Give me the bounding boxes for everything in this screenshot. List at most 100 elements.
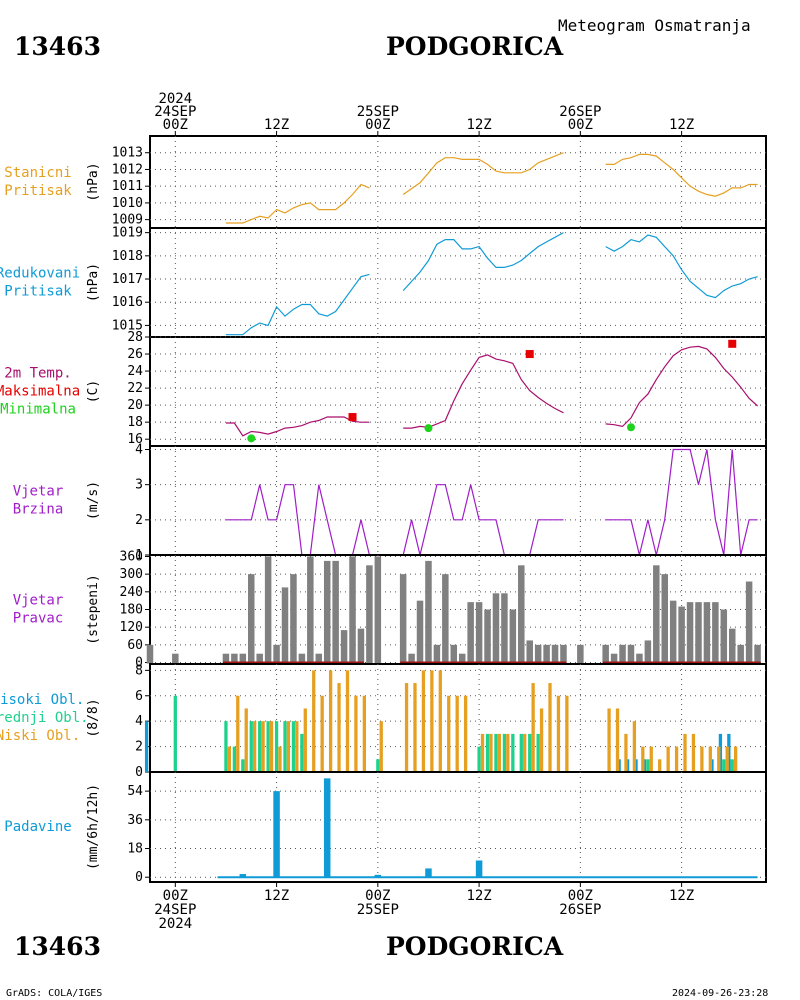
panel-label: Niski Obl.: [0, 728, 80, 744]
cloud-bar-low: [725, 746, 729, 772]
series-line: [225, 484, 370, 556]
x-time-label: 00Z: [365, 117, 390, 133]
cloud-bar-low: [463, 695, 468, 772]
cloud-bar-low: [421, 670, 426, 772]
chart-subtitle: Meteogram Osmatranja: [558, 16, 751, 35]
tmin-marker: [626, 423, 635, 432]
wind-direction-bar: [366, 565, 373, 664]
wind-direction-bar: [526, 640, 533, 664]
cloud-bar-low: [480, 733, 485, 772]
cloud-bar-mid: [241, 759, 245, 772]
series-line: [605, 153, 758, 197]
y-tick-label: 2: [135, 740, 143, 755]
cloud-bar-low: [497, 733, 502, 772]
panel-label: Stanicni: [4, 165, 71, 181]
cloud-bar-mid: [173, 695, 177, 772]
wind-direction-bar: [602, 644, 609, 664]
cloud-bar-mid: [258, 721, 262, 772]
station-id-bottom: 13463: [14, 932, 101, 961]
y-axis-unit: (hPa): [86, 263, 101, 302]
wind-direction-bar: [644, 640, 652, 664]
series-line: [225, 416, 370, 437]
wind-direction-bar: [332, 560, 339, 664]
wind-direction-bar: [518, 565, 525, 664]
y-tick-label: 240: [120, 585, 143, 600]
y-tick-label: 20: [127, 398, 143, 413]
station-name-bottom: PODGORICA: [386, 932, 564, 961]
precip-bar: [273, 791, 280, 878]
cloud-bar-mid: [494, 733, 498, 772]
cloud-bar-low: [295, 721, 299, 772]
y-axis-unit: (stepeni): [86, 574, 101, 644]
y-tick-label: 1010: [112, 196, 143, 211]
cloud-bar-mid: [232, 746, 237, 772]
panel-label: Minimalna: [0, 402, 76, 418]
cloud-bar-low: [404, 683, 409, 772]
y-tick-label: 4: [135, 714, 143, 729]
y-tick-label: 1012: [112, 162, 143, 177]
wind-direction-bar: [290, 574, 297, 664]
cloud-bar-low: [362, 695, 367, 772]
cloud-bar-low: [531, 683, 535, 772]
series-line: [402, 484, 564, 556]
y-tick-label: 0: [135, 765, 143, 780]
tmax-marker: [348, 413, 357, 422]
panel-wind-direction: 0 60 120 180 240 300 360 (stepeni) Vjetar Pravac: [13, 549, 767, 671]
wind-direction-bar: [374, 556, 382, 664]
wind-direction-bar: [669, 600, 677, 664]
panel-label: Visoki Obl.: [0, 692, 84, 708]
panel-label: Redukovani: [0, 266, 80, 282]
panel-reduced-pressure: 1015 1016 1017 1018 1019 (hPa) Redukovani Priti…: [0, 226, 767, 338]
cloud-bar-mid: [224, 721, 228, 772]
panel-frame: [149, 771, 767, 883]
cloud-bar-low: [354, 695, 358, 772]
wind-direction-bar: [484, 609, 491, 664]
panel-frame: [149, 445, 767, 556]
panel-label: Pritisak: [4, 284, 72, 300]
panel-label: Srednji Obl.: [0, 710, 89, 726]
cloud-bar-mid: [249, 721, 253, 772]
tmax-marker: [728, 339, 737, 348]
y-tick-label: 0: [135, 870, 143, 885]
cloud-bar-low: [328, 670, 333, 772]
panel-frame: [149, 135, 767, 229]
series-line: [605, 234, 758, 299]
y-axis-unit: (hPa): [86, 162, 101, 201]
wind-direction-bar: [349, 556, 356, 664]
cloud-bar-mid: [300, 733, 304, 772]
wind-direction-bar: [256, 653, 263, 664]
cloud-bar-low: [539, 708, 544, 772]
wind-direction-bar: [653, 565, 660, 664]
y-tick-label: 3: [135, 478, 143, 493]
y-tick-label: 0: [135, 656, 143, 671]
wind-direction-bar: [754, 644, 761, 664]
wind-direction-bar: [695, 602, 702, 664]
cloud-bar-low: [447, 695, 451, 772]
x-time-label: 25SEP: [357, 104, 399, 120]
series-line: [403, 354, 564, 429]
x-time-label: 00Z: [568, 117, 593, 133]
cloud-bar-low: [658, 759, 662, 772]
y-tick-label: 1016: [112, 295, 143, 310]
series-line: [605, 448, 758, 556]
y-tick-label: 1009: [112, 213, 143, 228]
cloud-bar-low: [556, 695, 561, 772]
cloud-bar-mid: [485, 733, 490, 772]
panel-clouds: 0 2 4 6 8 (8/8)Visoki Obl. Srednji Obl. Niski O…: [0, 663, 767, 780]
y-tick-label: 1: [135, 548, 143, 563]
panel-label: Maksimalna: [0, 384, 80, 400]
cloud-bar-mid: [502, 733, 507, 772]
cloud-bar-low: [253, 721, 257, 772]
precip-bar: [475, 860, 483, 878]
wind-direction-bar: [231, 653, 238, 664]
wind-direction-bar: [627, 644, 635, 664]
cloud-bar-low: [674, 746, 679, 772]
timestamp-text: 2024-09-26-23:28: [672, 988, 768, 999]
cloud-bar-mid: [730, 759, 734, 772]
series-line: [605, 345, 759, 428]
cloud-bar-low: [666, 746, 670, 772]
x-time-label: 26SEP: [559, 902, 601, 918]
